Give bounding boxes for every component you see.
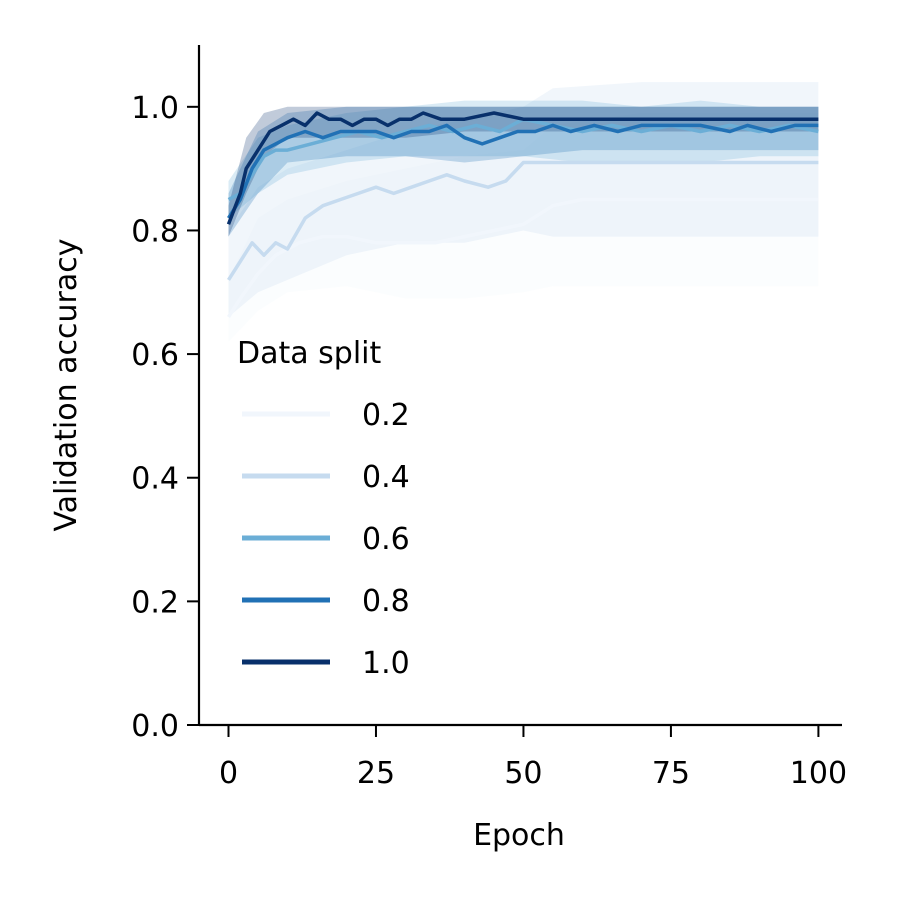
legend-label-0.4: 0.4 [362, 460, 410, 495]
band-series-0.2 [228, 113, 819, 342]
legend: Data split 0.2 0.4 0.6 0.8 1.0 [237, 336, 410, 681]
y-tick-label: 0.6 [131, 338, 179, 373]
line-series-0.8 [227, 123, 819, 220]
line-series-0.2 [227, 197, 819, 318]
legend-title: Data split [237, 336, 382, 371]
y-axis-title: Validation accuracy [49, 238, 84, 531]
x-tick-label: 0 [219, 756, 238, 791]
y-tick-label: 1.0 [131, 91, 179, 126]
y-tick-label: 0.0 [131, 709, 179, 744]
y-tick-label: 0.2 [131, 585, 179, 620]
band-series-0.8 [228, 106, 819, 237]
line-series-1.0 [226, 111, 819, 225]
line-series-0.6 [227, 117, 819, 202]
legend-label-0.8: 0.8 [362, 584, 410, 619]
band-series-0.4 [228, 82, 819, 317]
axes [197, 45, 842, 727]
legend-label-1.0: 1.0 [362, 646, 410, 681]
x-tick-label: 100 [790, 756, 847, 791]
x-axis-title: Epoch [473, 818, 565, 853]
y-ticks: 0.0 0.2 0.4 0.6 0.8 1.0 [131, 91, 199, 744]
line-series-0.4 [227, 160, 819, 281]
x-tick-label: 25 [357, 756, 395, 791]
x-tick-label: 75 [652, 756, 690, 791]
y-tick-label: 0.8 [131, 214, 179, 249]
series-lines [226, 111, 819, 318]
x-tick-label: 50 [504, 756, 542, 791]
y-tick-label: 0.4 [131, 462, 179, 497]
x-ticks: 0 25 50 75 100 [219, 725, 847, 791]
legend-label-0.2: 0.2 [362, 398, 410, 433]
legend-label-0.6: 0.6 [362, 522, 410, 557]
